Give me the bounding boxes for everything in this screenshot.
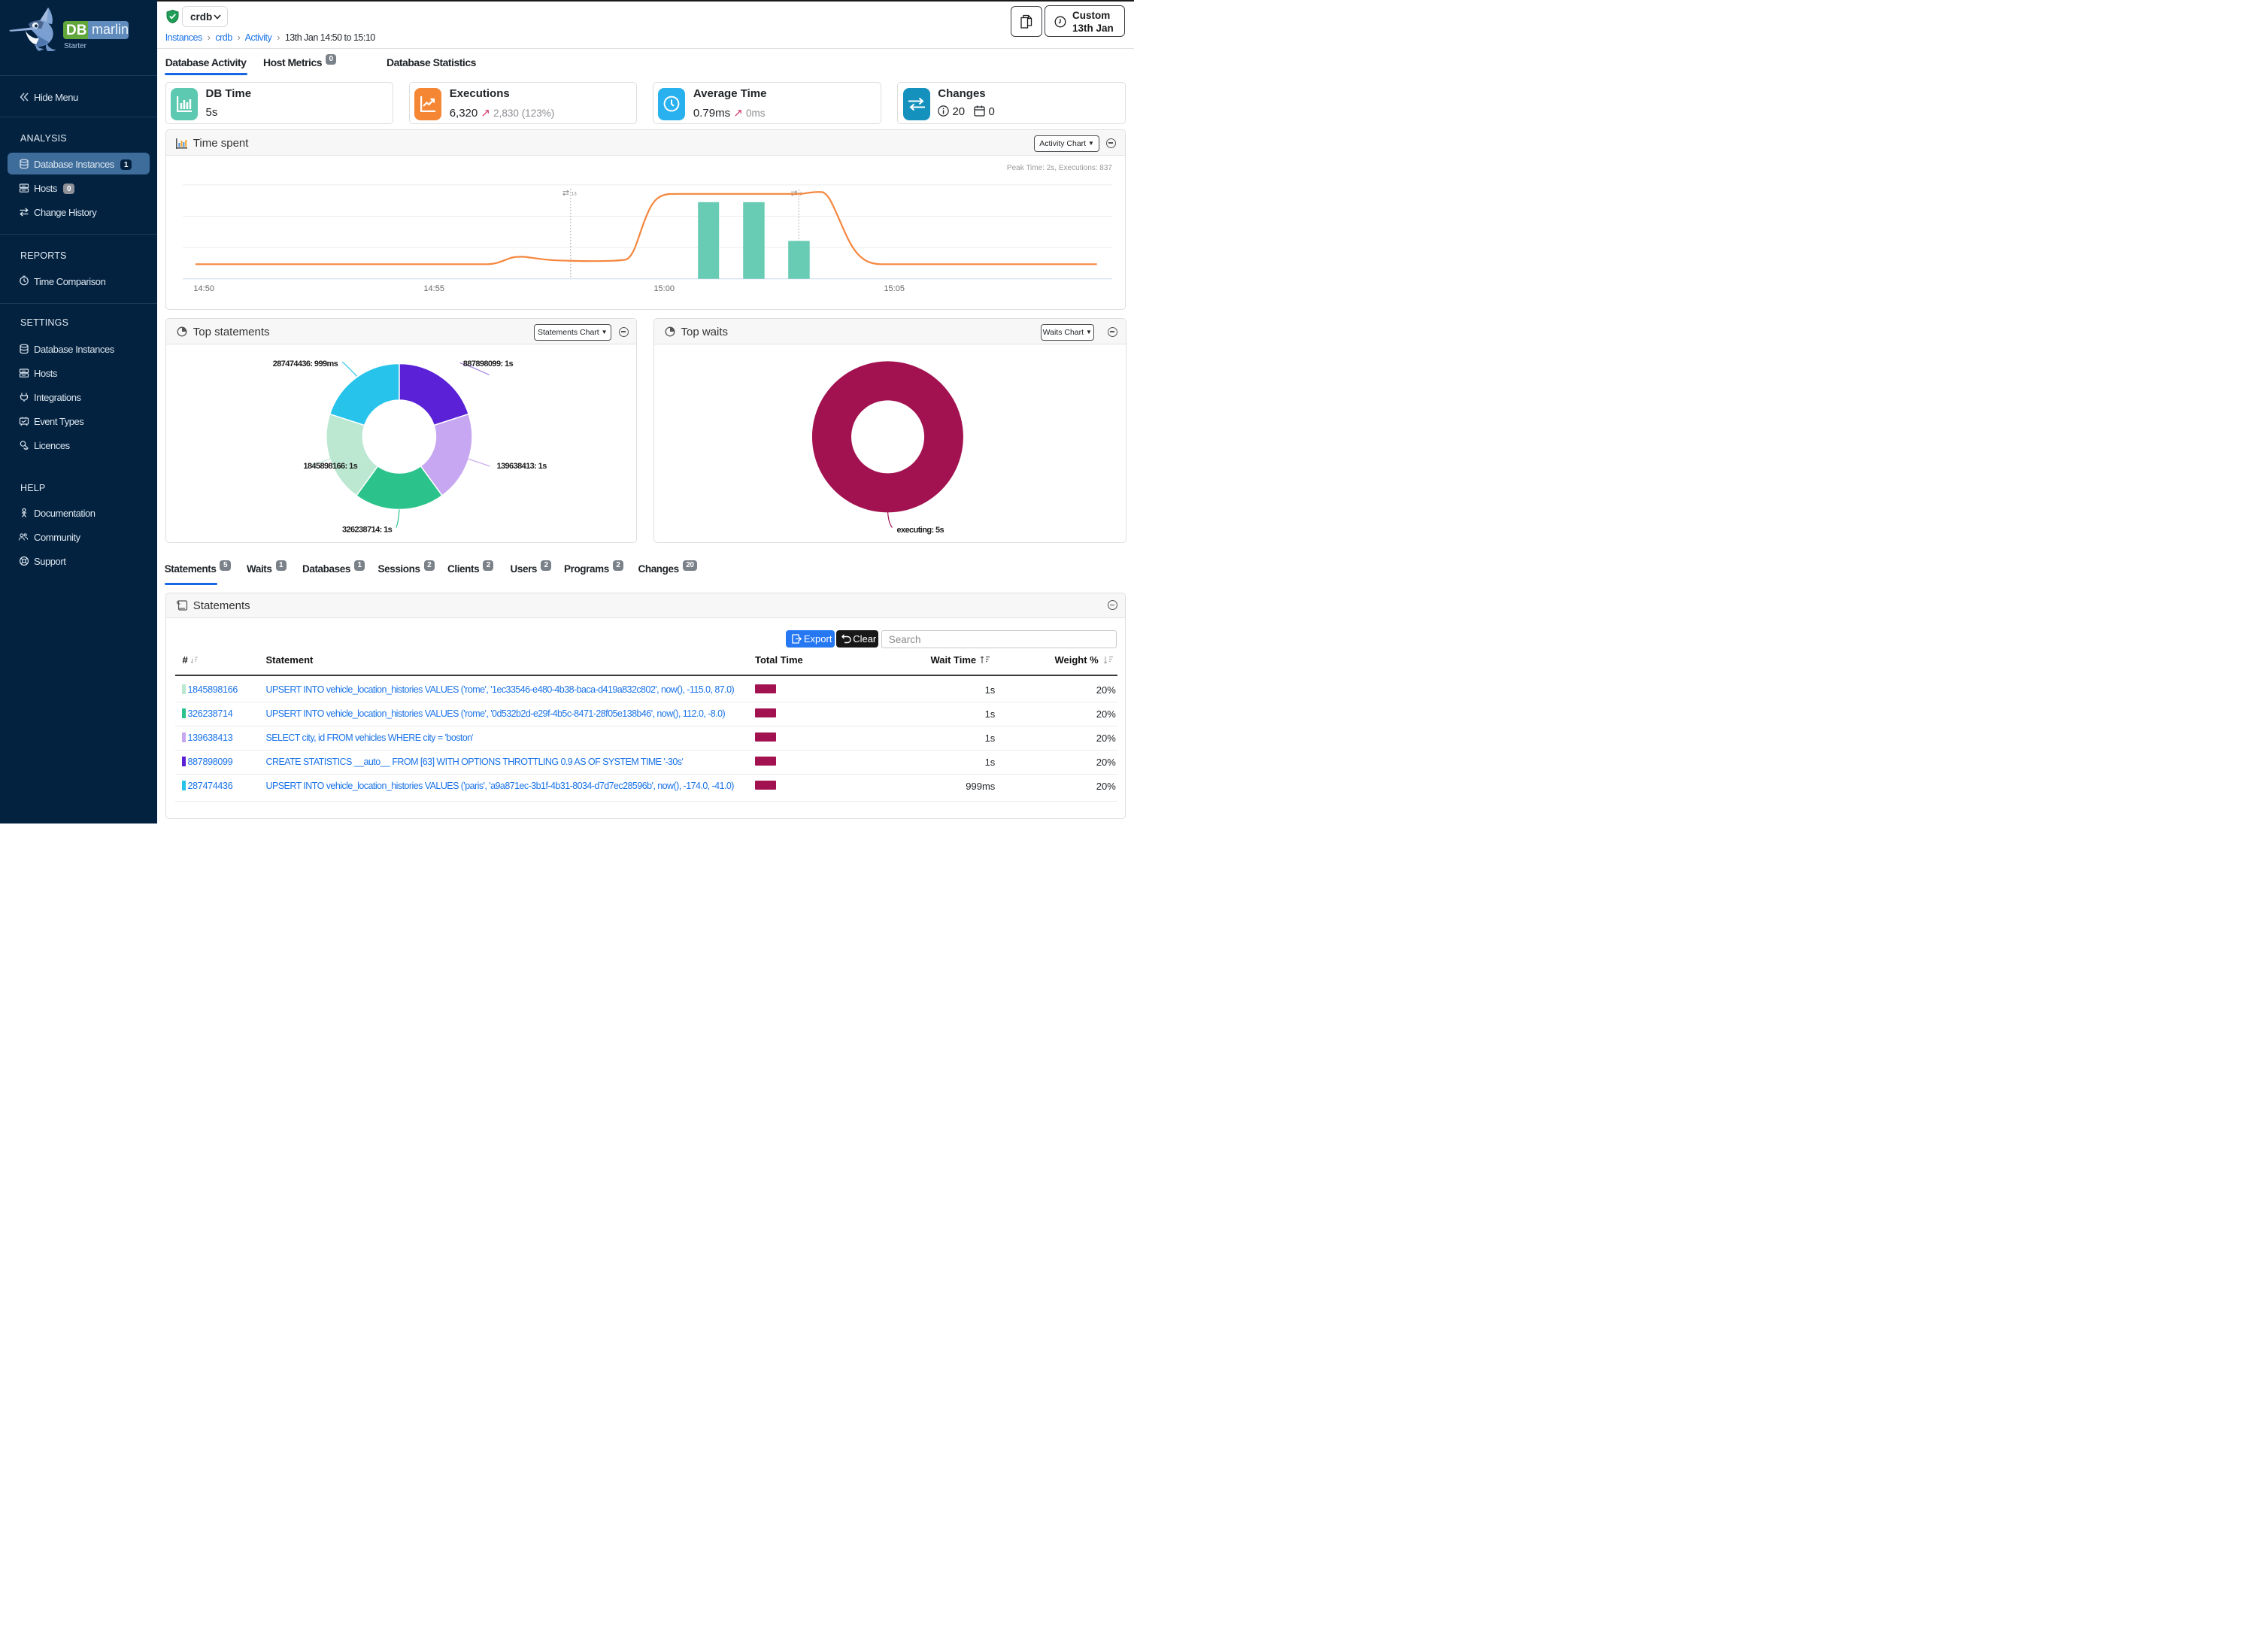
svg-text:15:00: 15:00 [653, 284, 675, 293]
svg-text:287474436: 999ms: 287474436: 999ms [273, 359, 338, 368]
svg-text:DB: DB [66, 23, 86, 38]
svg-text:marlin: marlin [92, 22, 129, 37]
svg-text:887898099: 1s: 887898099: 1s [463, 359, 514, 368]
svg-text:executing: 5s: executing: 5s [896, 526, 944, 535]
svg-text:Starter: Starter [64, 42, 87, 50]
svg-text:1845898166: 1s: 1845898166: 1s [303, 462, 357, 471]
svg-text:14:50: 14:50 [193, 284, 214, 293]
svg-text:139638413: 1s: 139638413: 1s [496, 462, 547, 471]
svg-text:326238714: 1s: 326238714: 1s [342, 525, 393, 534]
svg-text:13: 13 [571, 191, 577, 196]
svg-text:15:05: 15:05 [884, 284, 905, 293]
svg-text:Peak Time: 2s, Executions: 837: Peak Time: 2s, Executions: 837 [1007, 164, 1113, 172]
svg-text:14:55: 14:55 [423, 284, 444, 293]
